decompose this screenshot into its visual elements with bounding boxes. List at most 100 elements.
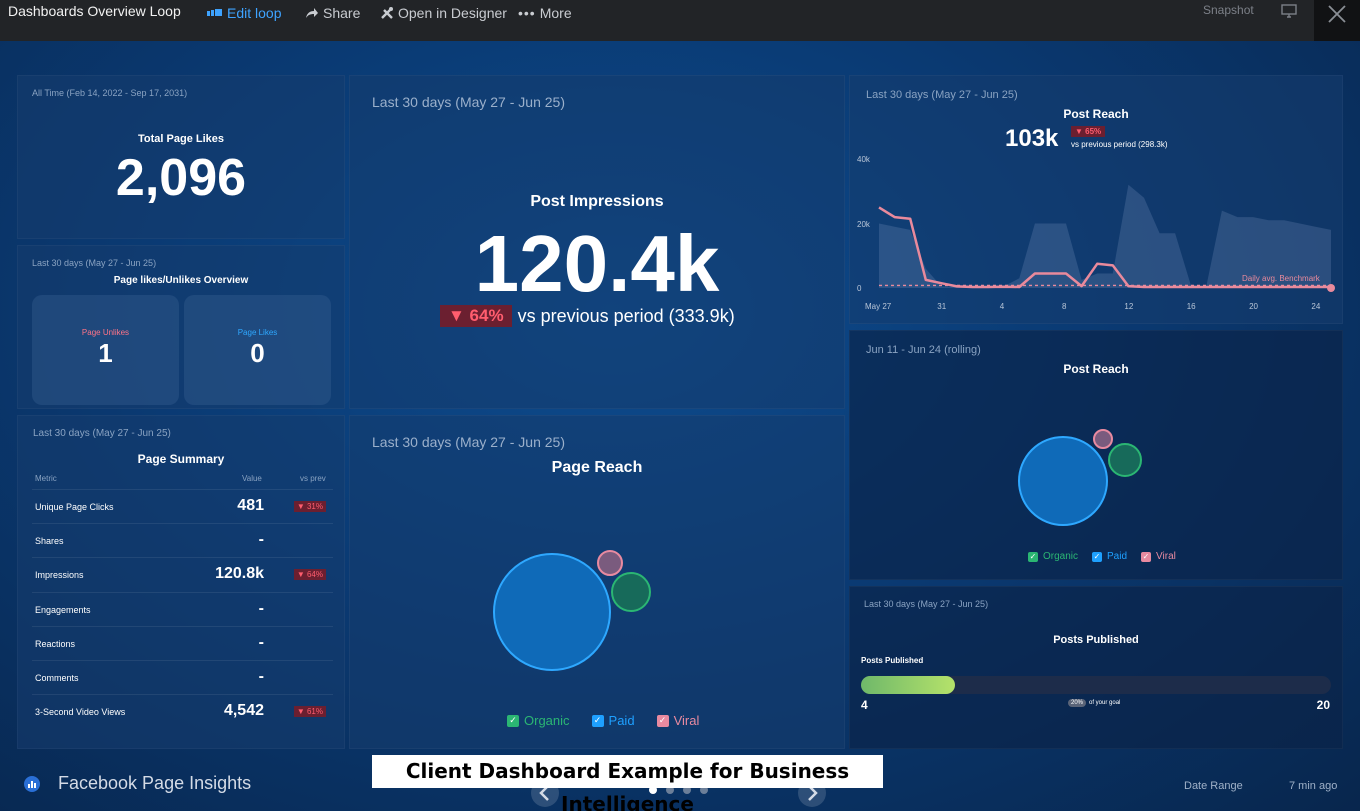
organic-bubble [1018,436,1108,526]
progress-label: Posts Published [861,656,924,665]
metric-name: Comments [35,673,79,683]
delta-badge: ▼ 65% [1071,126,1106,137]
footer-title: Facebook Page Insights [58,773,252,793]
x-tick-label: May 27 [865,302,892,311]
legend-organic[interactable]: ✓ Organic [507,713,570,728]
metric-value: 120.8k [215,565,264,582]
legend-label: Paid [1107,551,1128,562]
post-reach-line-chart: 40k 20k 0 Daily avg. Benchmark May 27 31 4… [857,155,1335,311]
paid-bubble [611,572,651,612]
more-button[interactable]: ••• More [518,5,572,21]
previous-period-area [879,184,1331,288]
legend-paid[interactable]: ✓ Paid [1092,551,1127,562]
card-title: Page Reach [551,459,643,476]
tools-icon [381,7,393,19]
top-bar: Dashboards Overview Loop Edit loop Share… [0,0,1360,41]
benchmark-label: Daily avg. Benchmark [1242,274,1321,283]
metric-name: Unique Page Clicks [35,502,114,512]
monitor-icon[interactable] [1281,4,1297,18]
total-likes-value: 2,096 [115,149,247,207]
open-designer-label: Open in Designer [398,5,507,21]
page-reach-legend: ✓ Organic ✓ Paid ✓ Viral [507,713,699,728]
check-icon: ✓ [591,714,604,727]
chevron-left-icon [539,785,549,801]
card-title: Post Impressions [530,193,664,210]
delta-badge: ▼ 64% [440,305,512,327]
metric-value: - [258,634,264,651]
edit-loop-button[interactable]: Edit loop [207,5,281,21]
date-range-label[interactable]: Date Range [1184,780,1243,792]
check-icon: ✓ [1141,551,1152,562]
caption-overlay: Client Dashboard Example for Business In… [372,755,883,811]
impressions-comparison: ▼ 64% vs previous period (333.9k) [440,305,735,327]
total-likes-card: All Time (Feb 14, 2022 - Sep 17, 2031) T… [17,75,345,239]
share-button[interactable]: Share [305,5,360,21]
table-row: 3-Second Video Views 4,542 ▼ 61% [32,694,333,728]
post-reach-bubbles [1018,429,1142,526]
period-label: Last 30 days (May 27 - Jun 25) [372,434,565,450]
organic-bubble [493,553,611,671]
close-button[interactable] [1314,0,1360,41]
progress-fill [861,676,955,694]
legend-paid[interactable]: ✓ Paid [591,713,635,728]
metric-name: 3-Second Video Views [35,707,126,717]
page-reach-bubbles [493,550,651,671]
metric-value: - [258,668,264,685]
open-designer-button[interactable]: Open in Designer [380,5,507,21]
x-tick-label: 24 [1311,302,1320,311]
goal-percent: 20% of your goal [1068,699,1120,707]
comparison-text: vs previous period (298.3k) [1071,140,1168,149]
last-updated-label: 7 min ago [1289,780,1338,792]
paid-bubble [1108,443,1142,477]
period-label: Last 30 days (May 27 - Jun 25) [32,258,157,268]
more-label: More [539,5,572,21]
card-title: Total Page Likes [138,133,224,145]
progress-current: 4 [861,698,868,712]
metric-name: Engagements [35,605,91,615]
snapshot-button[interactable]: Snapshot [1203,3,1254,17]
page-reach-card: Last 30 days (May 27 - Jun 25) Page Reac… [349,415,845,749]
card-title: Page Summary [137,452,225,466]
page-unlikes-value: 1 [98,338,113,368]
post-reach-chart-card: Last 30 days (May 27 - Jun 25) Post Reac… [849,75,1343,324]
y-tick-label: 40k [857,155,871,164]
metric-name: Shares [35,536,64,546]
y-tick-label: 20k [857,220,871,229]
metric-name: Impressions [35,570,84,580]
page-likes-box: Page Likes 0 [184,295,331,405]
table-row: Reactions - [32,626,333,660]
card-title: Post Reach [1063,362,1129,376]
delta-badge: ▼ 64% [293,569,326,580]
column-header-value: Value [242,474,262,483]
impressions-value: 120.4k [474,219,720,308]
period-label: All Time (Feb 14, 2022 - Sep 17, 2031) [32,88,188,98]
table-row: Unique Page Clicks 481 ▼ 31% [32,489,333,523]
loop-icon [207,9,222,16]
period-label: Last 30 days (May 27 - Jun 25) [864,599,989,609]
legend-label: Organic [524,713,570,728]
x-tick-label: 4 [1000,302,1005,311]
period-label: Last 30 days (May 27 - Jun 25) [33,428,171,439]
close-icon [1328,5,1346,23]
benchmark-end-dot [1327,284,1335,292]
card-title: Posts Published [1053,634,1139,646]
legend-label: Viral [1156,551,1176,562]
posts-published-card: Last 30 days (May 27 - Jun 25) Posts Pub… [849,586,1343,749]
post-reach-legend: ✓ Organic ✓ Paid ✓ Viral [1028,551,1176,562]
share-label: Share [323,5,361,21]
legend-organic[interactable]: ✓ Organic [1028,551,1078,562]
metric-value: - [258,531,264,548]
legend-viral[interactable]: ✓ Viral [1141,551,1176,562]
post-impressions-card: Last 30 days (May 27 - Jun 25) Post Impr… [349,75,845,409]
metric-name: Reactions [35,639,76,649]
viral-bubble [1093,429,1113,449]
slide-dots[interactable] [645,783,715,797]
x-tick-label: 8 [1062,302,1067,311]
check-icon: ✓ [507,714,519,727]
page-likes-label: Page Likes [237,328,278,337]
y-tick-label: 0 [857,284,862,293]
x-tick-label: 20 [1249,302,1258,311]
post-reach-line [878,206,1331,289]
column-header-metric: Metric [35,474,57,483]
legend-viral[interactable]: ✓ Viral [656,713,699,728]
